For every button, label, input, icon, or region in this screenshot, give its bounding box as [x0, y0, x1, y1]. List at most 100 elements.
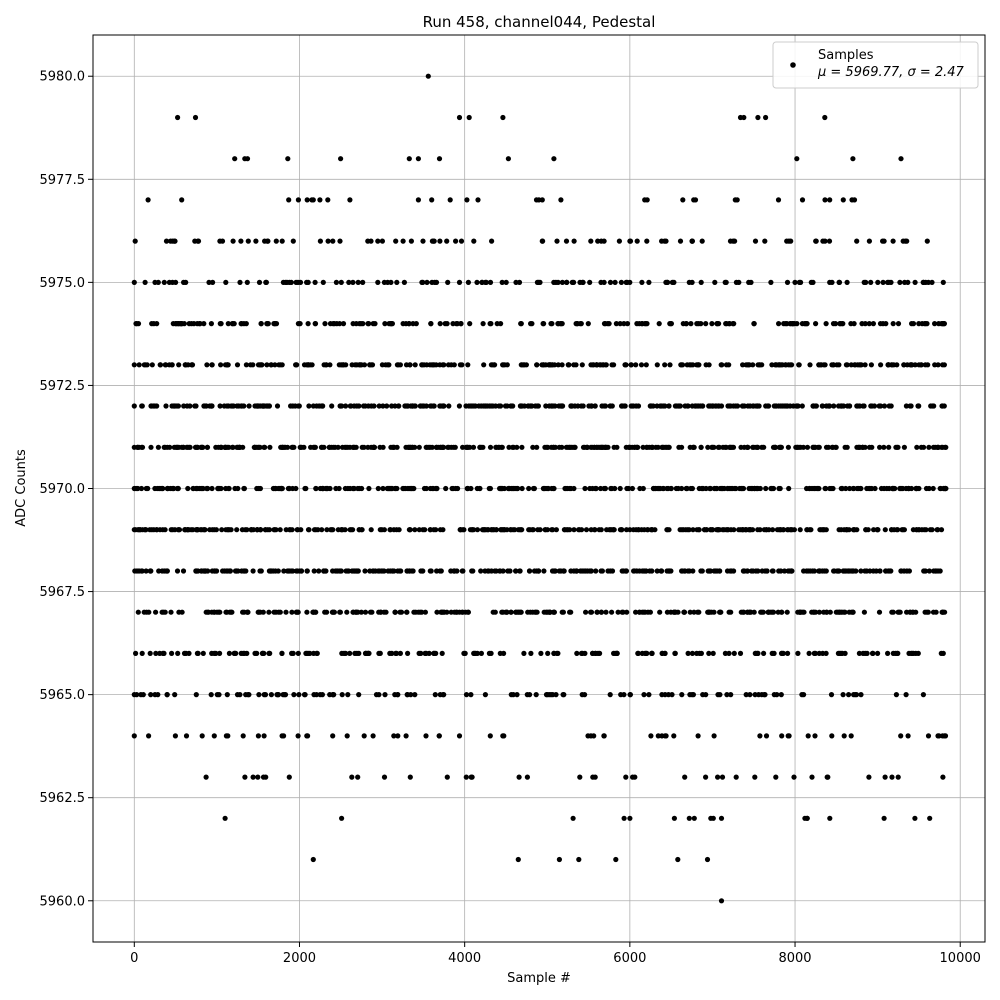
data-point	[711, 609, 717, 615]
data-point	[379, 362, 385, 368]
data-point	[920, 279, 926, 285]
data-point	[295, 197, 301, 203]
data-point	[888, 403, 894, 409]
data-point	[863, 279, 869, 285]
data-point	[517, 568, 523, 574]
data-point	[829, 279, 835, 285]
data-point	[679, 692, 685, 698]
data-point	[301, 692, 308, 698]
data-point	[601, 733, 607, 739]
data-point	[906, 485, 912, 492]
data-point	[514, 692, 520, 698]
data-point	[559, 444, 565, 450]
data-point	[313, 609, 319, 615]
data-point	[519, 444, 525, 450]
data-point	[570, 815, 576, 821]
data-point	[720, 444, 726, 450]
data-point	[598, 279, 604, 285]
data-point	[272, 527, 278, 533]
data-point	[866, 774, 872, 780]
data-point	[644, 197, 650, 203]
data-point	[458, 238, 465, 244]
data-point	[167, 485, 173, 492]
data-point	[639, 279, 645, 285]
data-point	[882, 774, 888, 780]
data-point	[692, 403, 699, 409]
data-point	[500, 362, 506, 368]
data-point	[635, 527, 641, 533]
data-point	[327, 321, 334, 327]
data-point	[640, 444, 646, 450]
data-point	[744, 568, 751, 574]
data-point	[881, 403, 888, 409]
data-point	[250, 527, 256, 533]
data-point	[404, 403, 410, 409]
data-point	[796, 279, 803, 285]
data-point	[903, 403, 910, 409]
data-point	[256, 692, 262, 698]
y-tick-label: 5965.0	[40, 688, 86, 703]
data-point	[680, 527, 687, 533]
data-point	[508, 609, 514, 615]
data-point	[283, 609, 289, 615]
data-point	[463, 774, 469, 780]
data-point	[403, 362, 410, 368]
data-point	[659, 692, 665, 698]
data-point	[694, 650, 700, 657]
data-point	[311, 650, 317, 657]
data-point	[217, 650, 223, 657]
data-point	[602, 321, 608, 327]
data-point	[275, 692, 281, 698]
data-point	[583, 609, 589, 615]
data-point	[592, 650, 598, 657]
data-point	[376, 568, 382, 574]
data-point	[683, 485, 690, 492]
data-point	[761, 692, 767, 698]
chart-title: Run 458, channel044, Pedestal	[423, 13, 656, 31]
data-point	[787, 527, 793, 533]
data-point	[840, 197, 846, 203]
data-point	[862, 362, 868, 368]
data-point	[292, 403, 298, 409]
data-point	[131, 279, 137, 285]
data-point	[365, 444, 371, 450]
data-point	[285, 444, 291, 450]
data-point	[466, 114, 472, 121]
data-point	[808, 527, 814, 533]
data-point	[677, 238, 684, 244]
data-point	[664, 527, 671, 533]
data-point	[463, 692, 470, 698]
data-point	[726, 362, 732, 368]
data-point	[838, 485, 844, 492]
data-point	[293, 362, 299, 368]
data-point	[246, 403, 252, 409]
data-point	[761, 527, 767, 533]
data-point	[648, 733, 654, 739]
data-point	[445, 444, 451, 450]
data-point	[643, 321, 649, 327]
data-point	[848, 321, 854, 327]
data-point	[224, 692, 230, 698]
data-point	[430, 362, 436, 368]
data-point	[467, 527, 473, 533]
data-point	[295, 279, 301, 285]
legend-label: Samples	[818, 48, 874, 63]
data-point	[384, 403, 390, 409]
data-point	[272, 362, 278, 368]
data-point	[394, 362, 400, 368]
data-point	[427, 403, 434, 409]
data-point	[664, 609, 671, 615]
data-point	[775, 197, 782, 203]
data-point	[211, 650, 217, 657]
data-point	[706, 362, 712, 368]
data-point	[647, 609, 654, 615]
data-point	[936, 733, 942, 739]
data-point	[157, 650, 163, 657]
data-point	[242, 527, 248, 533]
data-point	[816, 362, 822, 368]
data-point	[469, 774, 475, 780]
data-point	[687, 609, 693, 615]
data-point	[325, 238, 331, 244]
data-point	[579, 568, 585, 574]
data-point	[847, 403, 853, 409]
